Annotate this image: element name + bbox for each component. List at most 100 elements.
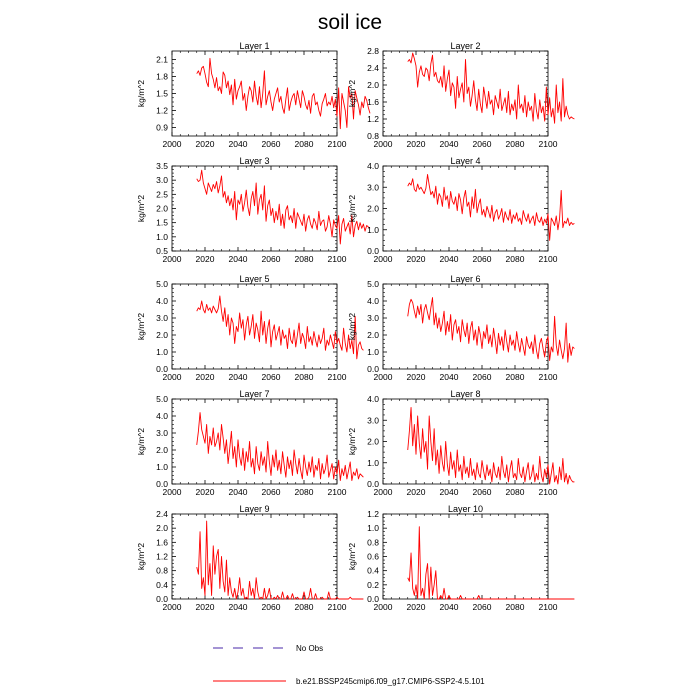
x-tick-label: 2100 [328, 487, 347, 497]
x-tick-label: 2080 [506, 602, 525, 612]
series-line [407, 297, 575, 363]
y-tick-label: 1.0 [156, 347, 168, 357]
y-tick-label: 1.5 [156, 89, 168, 99]
x-tick-label: 2000 [163, 602, 182, 612]
panel-layer-4: Layer 4 kg/m^2 2000 2020 2040 2060 2080 2100 0.0… [347, 156, 575, 264]
y-axis-label: kg/m^2 [347, 543, 357, 570]
panel-title: Layer 7 [239, 389, 269, 399]
y-tick-label: 2.0 [156, 445, 168, 455]
x-tick-label: 2020 [407, 372, 426, 382]
x-tick-label: 2000 [163, 254, 182, 264]
x-tick-label: 2020 [407, 487, 426, 497]
y-tick-label: 4.0 [367, 394, 379, 404]
x-tick-label: 2040 [229, 372, 248, 382]
y-tick-label: 0.2 [367, 580, 379, 590]
y-tick-label: 0.0 [367, 594, 379, 604]
y-tick-label: 5.0 [156, 394, 168, 404]
y-tick-label: 3.5 [156, 161, 168, 171]
y-tick-label: 2.4 [156, 509, 168, 519]
plot-frame [382, 513, 549, 600]
y-tick-label: 0.0 [156, 479, 168, 489]
y-tick-label: 4.0 [156, 296, 168, 306]
y-tick-label: 0.8 [156, 566, 168, 576]
x-tick-label: 2040 [440, 602, 459, 612]
plot-frame [171, 513, 338, 600]
panel-title: Layer 3 [239, 156, 269, 166]
y-tick-label: 2.5 [156, 189, 168, 199]
x-tick-label: 2020 [196, 254, 215, 264]
panel-layer-7: Layer 7 kg/m^2 2000 2020 2040 2060 2080 2100 0.0… [136, 389, 364, 497]
x-tick-label: 2040 [440, 487, 459, 497]
x-tick-label: 2020 [407, 254, 426, 264]
y-tick-label: 3.0 [367, 415, 379, 425]
y-tick-label: 2.0 [156, 523, 168, 533]
y-axis-label: kg/m^2 [136, 195, 146, 222]
x-tick-label: 2060 [262, 254, 281, 264]
series-line [407, 526, 575, 600]
x-tick-label: 2060 [473, 487, 492, 497]
y-axis-label: kg/m^2 [347, 195, 357, 222]
y-tick-label: 0.8 [367, 537, 379, 547]
x-tick-label: 2080 [295, 139, 314, 149]
series-line [196, 57, 371, 130]
y-tick-label: 2.0 [367, 330, 379, 340]
x-tick-label: 2000 [374, 254, 393, 264]
panel-title: Layer 6 [450, 274, 480, 284]
panel-title: Layer 1 [239, 41, 269, 51]
y-tick-label: 1.2 [367, 509, 379, 519]
x-tick-label: 2100 [328, 602, 347, 612]
x-tick-label: 2080 [295, 372, 314, 382]
legend-model-label: b.e21.BSSP245cmip6.f09_g17.CMIP6-SSP2-4.… [296, 677, 485, 686]
series-line [407, 52, 575, 124]
x-tick-label: 2100 [539, 139, 558, 149]
y-tick-label: 5.0 [156, 279, 168, 289]
x-tick-label: 2060 [262, 487, 281, 497]
y-tick-label: 0.0 [367, 246, 379, 256]
y-tick-label: 0.8 [367, 131, 379, 141]
x-tick-label: 2000 [374, 602, 393, 612]
x-tick-label: 2080 [295, 602, 314, 612]
y-tick-label: 1.0 [367, 523, 379, 533]
plot-frame [382, 283, 549, 370]
y-tick-label: 1.6 [367, 97, 379, 107]
y-tick-label: 1.8 [156, 72, 168, 82]
y-axis-label: kg/m^2 [347, 428, 357, 455]
x-tick-label: 2060 [473, 372, 492, 382]
y-tick-label: 1.2 [156, 552, 168, 562]
x-tick-label: 2060 [473, 254, 492, 264]
y-tick-label: 1.0 [367, 458, 379, 468]
y-tick-label: 4.0 [156, 411, 168, 421]
y-tick-label: 1.0 [367, 225, 379, 235]
x-tick-label: 2040 [229, 254, 248, 264]
x-tick-label: 2100 [328, 372, 347, 382]
x-tick-label: 2040 [229, 487, 248, 497]
y-tick-label: 2.0 [156, 330, 168, 340]
panel-title: Layer 4 [450, 156, 480, 166]
panel-title: Layer 10 [448, 504, 483, 514]
x-tick-label: 2000 [374, 372, 393, 382]
y-tick-label: 3.0 [156, 313, 168, 323]
panel-layer-9: Layer 9 kg/m^2 2000 2020 2040 2060 2080 2100 0.0… [136, 504, 364, 612]
x-tick-label: 2060 [473, 139, 492, 149]
y-tick-label: 4.0 [367, 161, 379, 171]
y-axis-label: kg/m^2 [136, 313, 146, 340]
x-tick-label: 2060 [473, 602, 492, 612]
y-axis-label: kg/m^2 [136, 428, 146, 455]
y-tick-label: 0.0 [367, 364, 379, 374]
y-tick-label: 1.0 [367, 347, 379, 357]
y-tick-label: 0.0 [367, 479, 379, 489]
x-tick-label: 2100 [539, 602, 558, 612]
x-tick-label: 2100 [539, 254, 558, 264]
y-axis-label: kg/m^2 [136, 80, 146, 107]
x-tick-label: 2000 [374, 139, 393, 149]
x-tick-label: 2080 [506, 139, 525, 149]
x-tick-label: 2100 [328, 139, 347, 149]
x-tick-label: 2040 [440, 254, 459, 264]
y-tick-label: 1.0 [156, 232, 168, 242]
x-tick-label: 2100 [328, 254, 347, 264]
y-tick-label: 3.0 [156, 428, 168, 438]
y-tick-label: 5.0 [367, 279, 379, 289]
y-tick-label: 3.0 [367, 182, 379, 192]
series-line [196, 169, 371, 245]
